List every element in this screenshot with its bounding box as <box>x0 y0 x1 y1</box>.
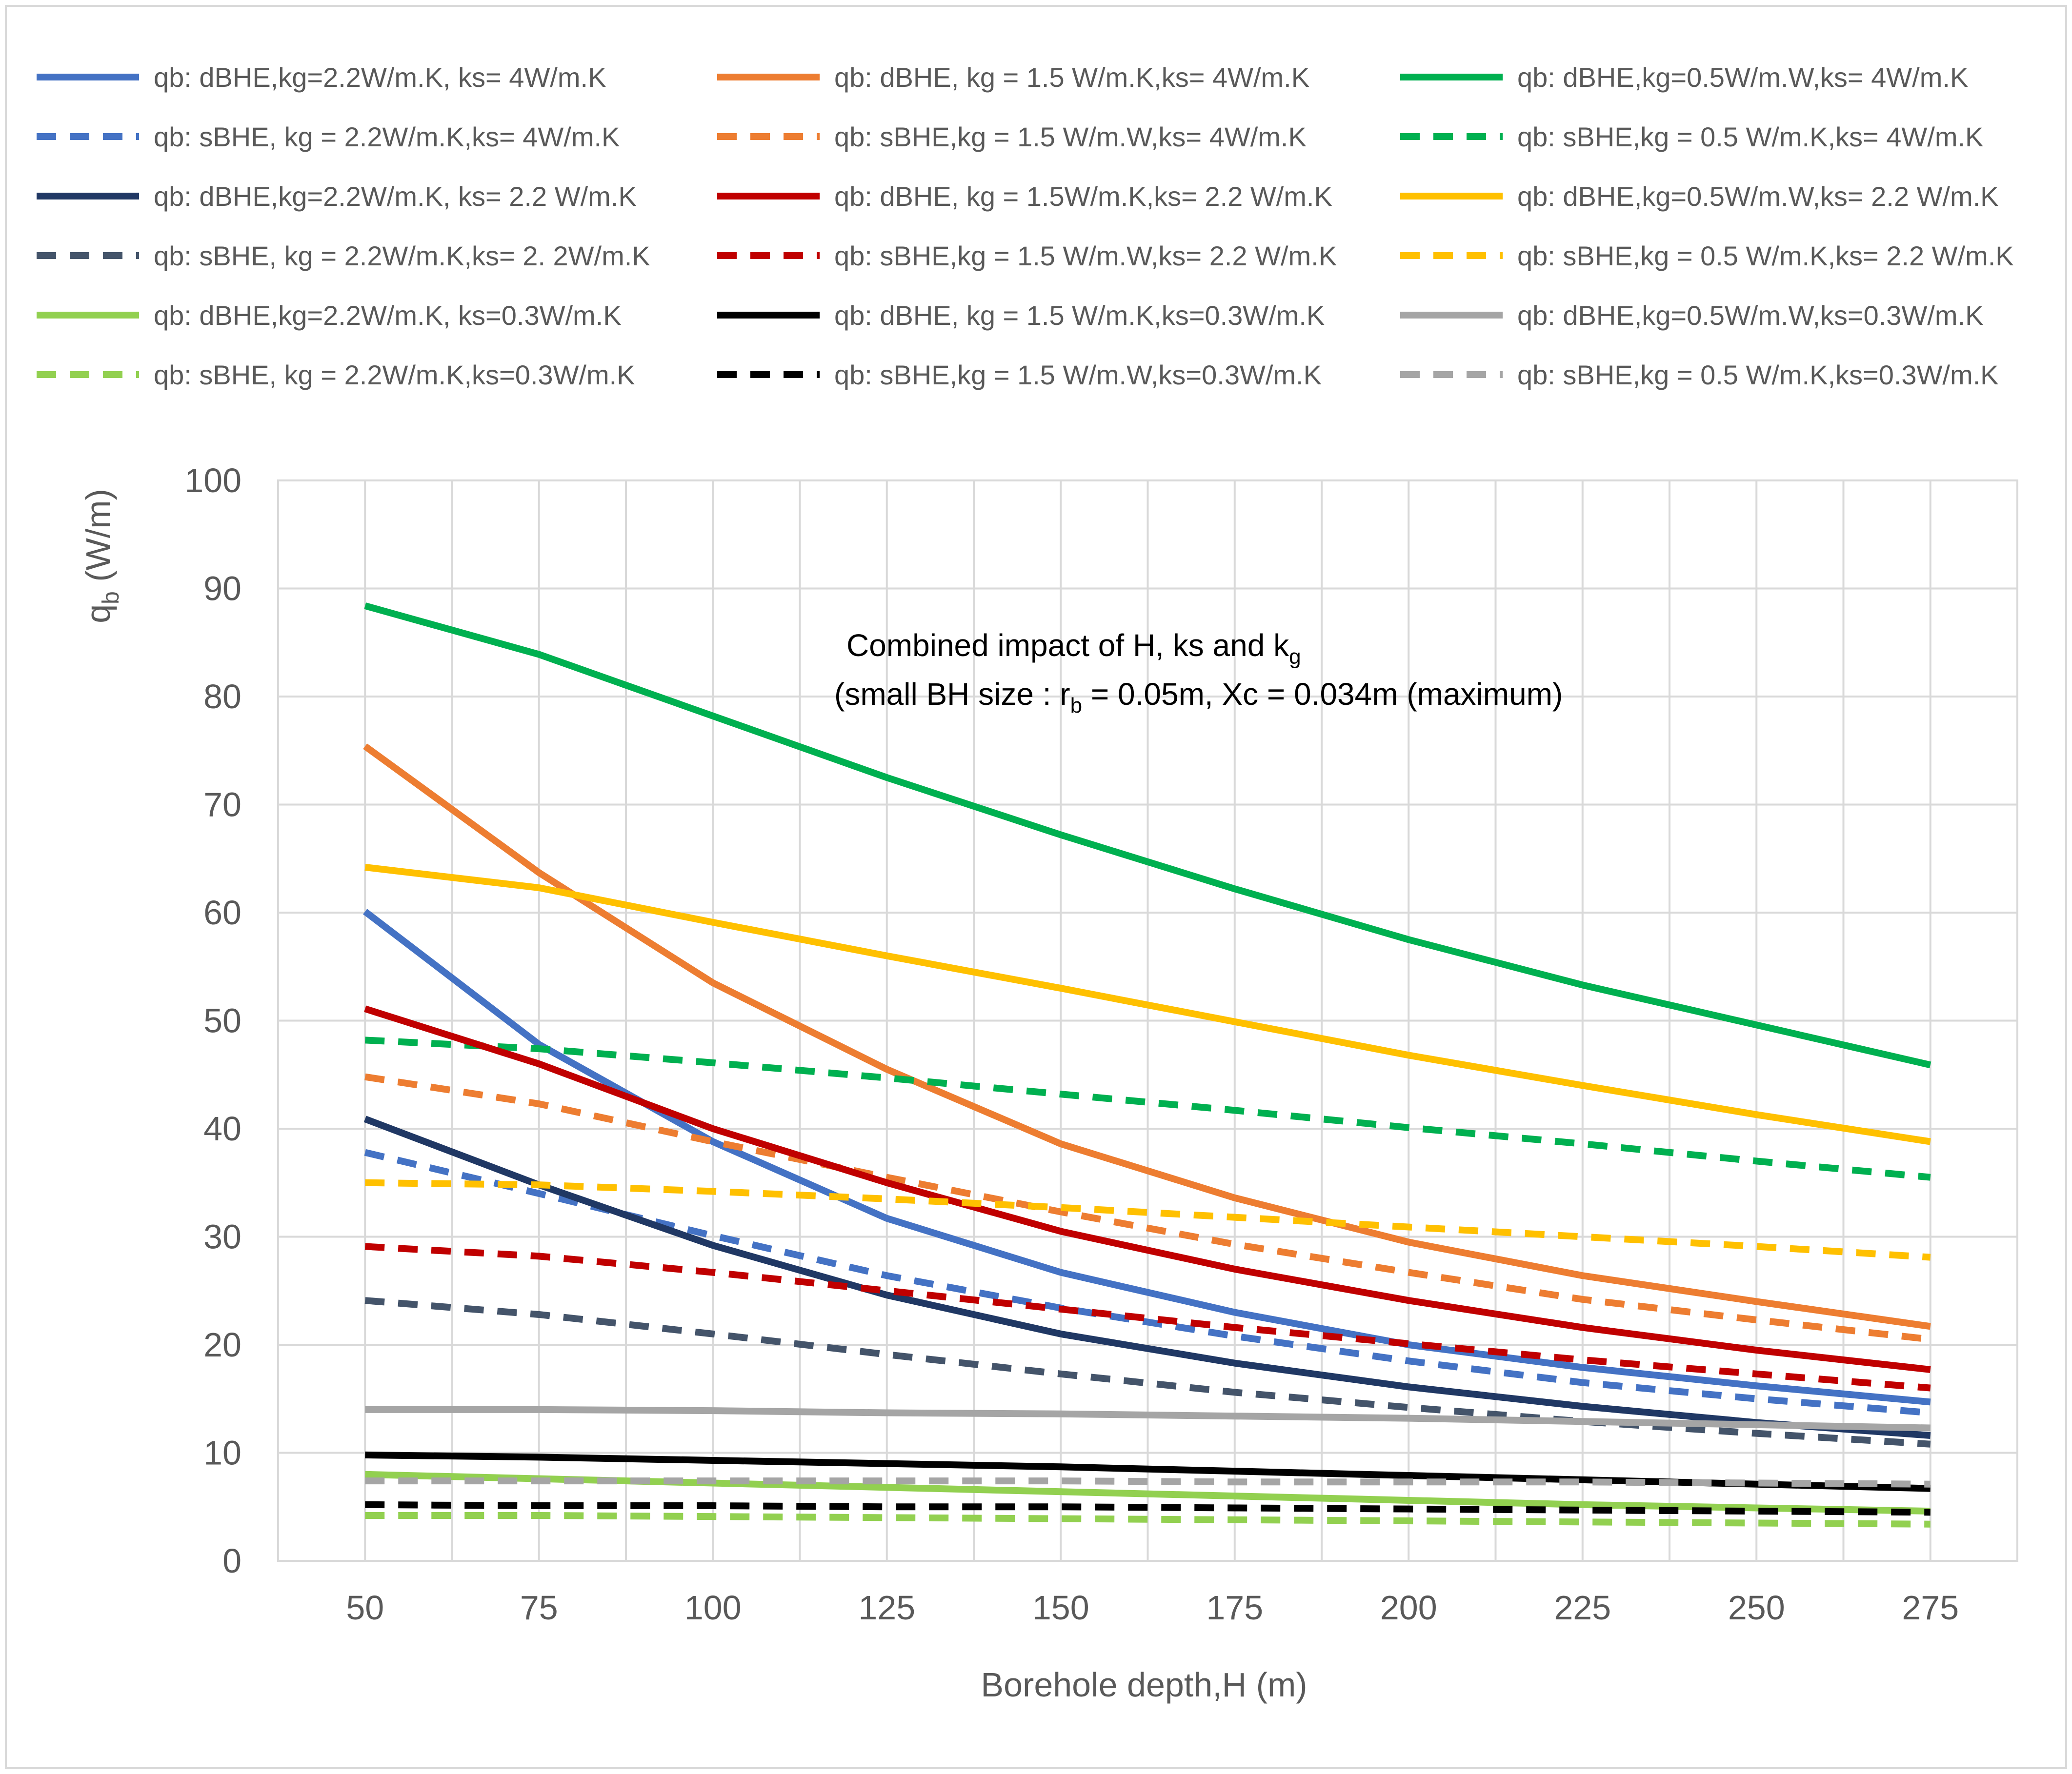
x-tick-label: 150 <box>1032 1589 1089 1627</box>
series-line-2 <box>363 743 1931 1330</box>
series-line-18 <box>365 1477 1931 1488</box>
legend-entry-18: qb: sBHE,kg = 0.5 W/m.K,ks=0.3W/m.K <box>1400 359 1999 390</box>
legend-label: qb: dBHE,kg=2.2W/m.K, ks= 2.2 W/m.K <box>154 181 637 212</box>
y-tick-label: 50 <box>203 1002 241 1040</box>
y-tick-label: 0 <box>222 1542 241 1580</box>
series-line-10 <box>364 1297 1931 1448</box>
x-tick-label: 250 <box>1728 1589 1785 1627</box>
legend-entry-4: qb: sBHE, kg = 2.2W/m.K,ks= 4W/m.K <box>37 121 620 152</box>
annotation-line-1: Combined impact of H, ks and kg <box>846 628 1301 669</box>
legend-label: qb: sBHE,kg = 1.5 W/m.W,ks= 4W/m.K <box>834 121 1307 152</box>
legend-entry-9: qb: dBHE,kg=0.5W/m.W,ks= 2.2 W/m.K <box>1400 181 1999 212</box>
legend-label: qb: sBHE, kg = 2.2W/m.K,ks=0.3W/m.K <box>154 359 635 390</box>
legend-entry-2: qb: dBHE, kg = 1.5 W/m.K,ks= 4W/m.K <box>717 62 1309 93</box>
series-line-3 <box>364 602 1931 1069</box>
x-tick-label: 50 <box>346 1589 384 1627</box>
x-tick-label: 175 <box>1206 1589 1263 1627</box>
series-line-5 <box>364 1073 1931 1343</box>
x-tick-label: 75 <box>520 1589 558 1627</box>
x-tick-label: 200 <box>1380 1589 1437 1627</box>
series-line-11 <box>364 1243 1931 1392</box>
y-tick-label: 80 <box>203 678 241 716</box>
y-tick-label: 20 <box>203 1326 241 1364</box>
x-tick-label: 125 <box>858 1589 915 1627</box>
y-tick-label: 90 <box>203 570 241 608</box>
legend-entry-14: qb: dBHE, kg = 1.5 W/m.K,ks=0.3W/m.K <box>717 300 1325 331</box>
legend-label: qb: dBHE,kg=0.5W/m.W,ks= 2.2 W/m.K <box>1517 181 1999 212</box>
y-tick-label: 60 <box>203 894 241 932</box>
series-line-12 <box>365 1179 1931 1261</box>
y-tick-label: 40 <box>203 1110 241 1148</box>
legend-entry-11: qb: sBHE,kg = 1.5 W/m.W,ks= 2.2 W/m.K <box>717 240 1337 271</box>
legend-label: qb: dBHE, kg = 1.5 W/m.K,ks=0.3W/m.K <box>834 300 1325 331</box>
legend-label: qb: dBHE, kg = 1.5W/m.K,ks= 2.2 W/m.K <box>834 181 1332 212</box>
y-tick-label: 70 <box>203 786 241 824</box>
legend-label: qb: sBHE, kg = 2.2W/m.K,ks= 4W/m.K <box>154 121 620 152</box>
series-line-17 <box>365 1501 1931 1516</box>
series-line-16 <box>365 1512 1931 1528</box>
legend-label: qb: sBHE,kg = 0.5 W/m.K,ks= 4W/m.K <box>1517 121 1983 152</box>
legend-label: qb: dBHE, kg = 1.5 W/m.K,ks= 4W/m.K <box>834 62 1309 93</box>
legend-label: qb: sBHE, kg = 2.2W/m.K,ks= 2. 2W/m.K <box>154 240 650 271</box>
series-line-6 <box>364 1036 1931 1181</box>
y-tick-label: 30 <box>203 1218 241 1256</box>
series-line-8 <box>364 1005 1931 1373</box>
legend-label: qb: sBHE,kg = 1.5 W/m.W,ks=0.3W/m.K <box>834 359 1322 390</box>
y-axis: 0 10 20 30 40 50 60 70 80 90 100 <box>184 461 241 1580</box>
y-tick-label: 100 <box>184 461 241 499</box>
y-axis-label: qb (W/m) <box>79 489 124 623</box>
legend-entry-5: qb: sBHE,kg = 1.5 W/m.W,ks= 4W/m.K <box>717 121 1307 152</box>
legend-label: qb: sBHE,kg = 0.5 W/m.K,ks= 2.2 W/m.K <box>1517 240 2014 271</box>
legend: qb: dBHE,kg=2.2W/m.K, ks= 4W/m.K qb: dBHE… <box>37 62 2014 390</box>
legend-entry-13: qb: dBHE,kg=2.2W/m.K, ks=0.3W/m.K <box>37 300 622 331</box>
legend-entry-3: qb: dBHE,kg=0.5W/m.W,ks= 4W/m.K <box>1400 62 1968 93</box>
series-lines <box>362 602 1931 1528</box>
y-tick-label: 10 <box>203 1434 241 1472</box>
chart-border <box>5 5 2067 1769</box>
series-line-15 <box>365 1406 1931 1432</box>
legend-label: qb: dBHE,kg=2.2W/m.K, ks=0.3W/m.K <box>154 300 622 331</box>
legend-entry-15: qb: dBHE,kg=0.5W/m.W,ks=0.3W/m.K <box>1400 300 1983 331</box>
x-tick-label: 275 <box>1902 1589 1959 1627</box>
series-line-13 <box>365 1471 1931 1515</box>
x-tick-label: 100 <box>684 1589 742 1627</box>
legend-label: qb: sBHE,kg = 1.5 W/m.W,ks= 2.2 W/m.K <box>834 240 1337 271</box>
legend-entry-7: qb: dBHE,kg=2.2W/m.K, ks= 2.2 W/m.K <box>37 181 637 212</box>
series-line-9 <box>364 864 1931 1145</box>
legend-entry-12: qb: sBHE,kg = 0.5 W/m.K,ks= 2.2 W/m.K <box>1400 240 2014 271</box>
x-axis-label: Borehole depth,H (m) <box>981 1666 1307 1704</box>
legend-entry-16: qb: sBHE, kg = 2.2W/m.K,ks=0.3W/m.K <box>37 359 635 390</box>
x-tick-label: 225 <box>1554 1589 1611 1627</box>
legend-label: qb: dBHE,kg=0.5W/m.W,ks=0.3W/m.K <box>1517 300 1983 331</box>
legend-entry-1: qb: dBHE,kg=2.2W/m.K, ks= 4W/m.K <box>37 62 606 93</box>
legend-entry-10: qb: sBHE, kg = 2.2W/m.K,ks= 2. 2W/m.K <box>37 240 650 271</box>
legend-entry-17: qb: sBHE,kg = 1.5 W/m.W,ks=0.3W/m.K <box>717 359 1322 390</box>
legend-label: qb: dBHE,kg=0.5W/m.W,ks= 4W/m.K <box>1517 62 1968 93</box>
series-line-7 <box>363 1116 1931 1439</box>
legend-label: qb: sBHE,kg = 0.5 W/m.K,ks=0.3W/m.K <box>1517 359 1999 390</box>
legend-entry-8: qb: dBHE, kg = 1.5W/m.K,ks= 2.2 W/m.K <box>717 181 1332 212</box>
legend-entry-6: qb: sBHE,kg = 0.5 W/m.K,ks= 4W/m.K <box>1400 121 1983 152</box>
annotation-line-2: (small BH size : rb = 0.05m, Xc = 0.034m… <box>834 677 1563 718</box>
x-axis: 50 75 100 125 150 175 200 225 250 275 <box>346 1589 1959 1627</box>
legend-label: qb: dBHE,kg=2.2W/m.K, ks= 4W/m.K <box>154 62 606 93</box>
